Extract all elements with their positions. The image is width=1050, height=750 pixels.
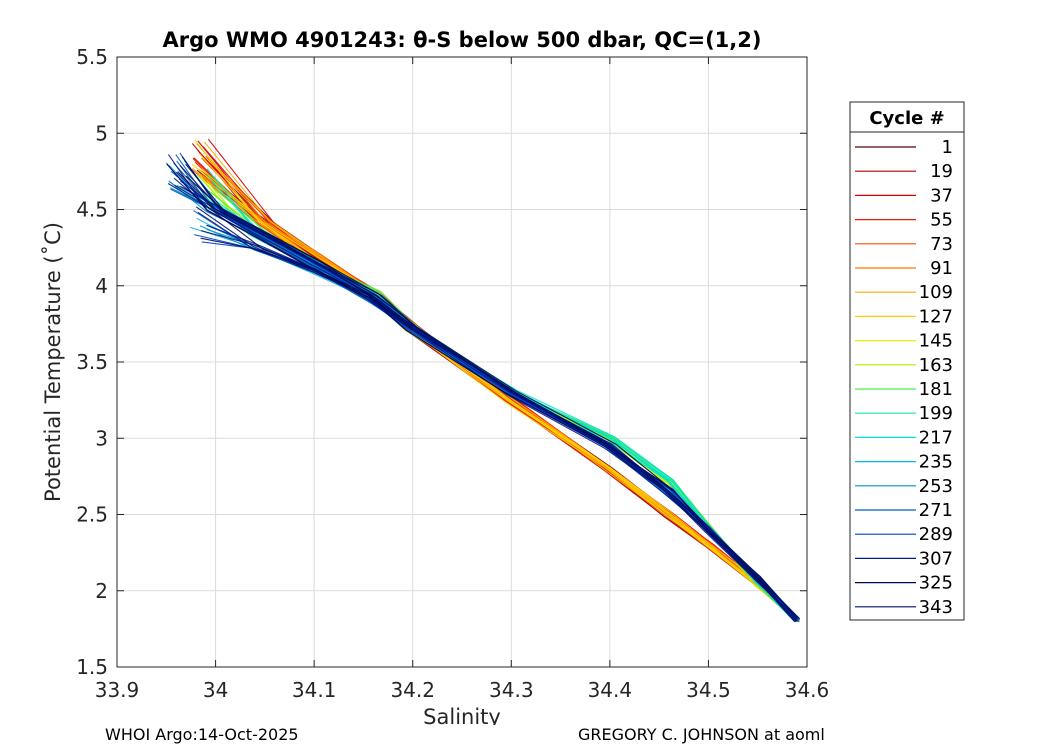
footer-right-credit: GREGORY C. JOHNSON at aoml [578, 725, 825, 744]
y-tick-label: 4 [95, 274, 108, 298]
profile-line [173, 162, 799, 620]
legend-label: 307 [919, 548, 953, 569]
profile-line [201, 193, 796, 621]
x-tick-label: 34 [203, 678, 228, 702]
x-axis-ticks: 33.9 34 34.1 34.2 34.3 34.4 34.5 34.6 [95, 57, 830, 702]
legend: Cycle # 1 19 37 55 73 91 109 127 145 163 181 199 217… [849, 101, 965, 621]
y-tick-label: 2 [95, 579, 108, 603]
legend-entries: 1 19 37 55 73 91 109 127 145 163 181 199 217 235 253 27… [855, 137, 953, 618]
profile-line [208, 159, 800, 619]
x-axis-label: Salinity [423, 705, 501, 725]
legend-label: 109 [919, 282, 953, 303]
y-tick-label: 1.5 [76, 655, 108, 679]
profile-line [166, 163, 795, 622]
profile-line [193, 210, 414, 331]
legend-label: 19 [930, 161, 953, 182]
y-axis-ticks: 1.5 2 2.5 3 3.5 4 4.5 5 5.5 [76, 45, 807, 679]
x-tick-label: 34.2 [390, 678, 435, 702]
legend-label: 73 [930, 234, 953, 255]
y-tick-label: 5 [95, 121, 108, 145]
y-tick-label: 5.5 [76, 45, 108, 69]
y-tick-label: 3 [95, 426, 108, 450]
profile-line [191, 163, 796, 622]
theta-s-figure: 33.9 34 34.1 34.2 34.3 34.4 34.5 34.6 1.5 2 2.5 3 3… [41, 28, 965, 725]
chart-title: Argo WMO 4901243: θ-S below 500 dbar, QC… [163, 28, 762, 52]
legend-label: 325 [919, 573, 953, 594]
footer-left-credit: WHOI Argo:14-Oct-2025 [105, 725, 299, 744]
legend-label: 289 [919, 524, 953, 545]
legend-label: 1 [942, 137, 953, 158]
legend-label: 235 [919, 452, 953, 473]
x-tick-label: 34.5 [686, 678, 731, 702]
legend-label: 271 [919, 500, 953, 521]
profile-line [200, 237, 414, 331]
legend-label: 253 [919, 476, 953, 497]
profile-line [185, 175, 798, 620]
legend-label: 343 [919, 597, 953, 618]
legend-label: 55 [930, 210, 953, 231]
x-tick-label: 34.6 [785, 678, 830, 702]
legend-label: 127 [919, 306, 953, 327]
profile-line [180, 185, 799, 618]
legend-label: 163 [919, 355, 953, 376]
y-tick-label: 3.5 [76, 350, 108, 374]
profile-line [173, 177, 797, 622]
profile-line [195, 206, 413, 328]
y-tick-label: 4.5 [76, 198, 108, 222]
profile-lines [166, 138, 801, 623]
y-axis-label: Potential Temperature (˚C) [41, 222, 65, 502]
legend-label: 37 [930, 185, 953, 206]
y-tick-label: 2.5 [76, 503, 108, 527]
legend-label: 145 [919, 331, 953, 352]
profile-line [206, 204, 799, 619]
legend-label: 199 [919, 403, 953, 424]
x-tick-label: 34.4 [588, 678, 633, 702]
legend-label: 91 [930, 258, 953, 279]
profile-line [194, 139, 795, 619]
x-tick-label: 34.3 [489, 678, 534, 702]
legend-label: 217 [919, 427, 953, 448]
x-tick-label: 34.1 [292, 678, 337, 702]
legend-label: 181 [919, 379, 953, 400]
profile-line [200, 230, 412, 328]
profile-line [199, 225, 415, 331]
legend-title: Cycle # [869, 108, 944, 129]
x-tick-label: 33.9 [95, 678, 140, 702]
